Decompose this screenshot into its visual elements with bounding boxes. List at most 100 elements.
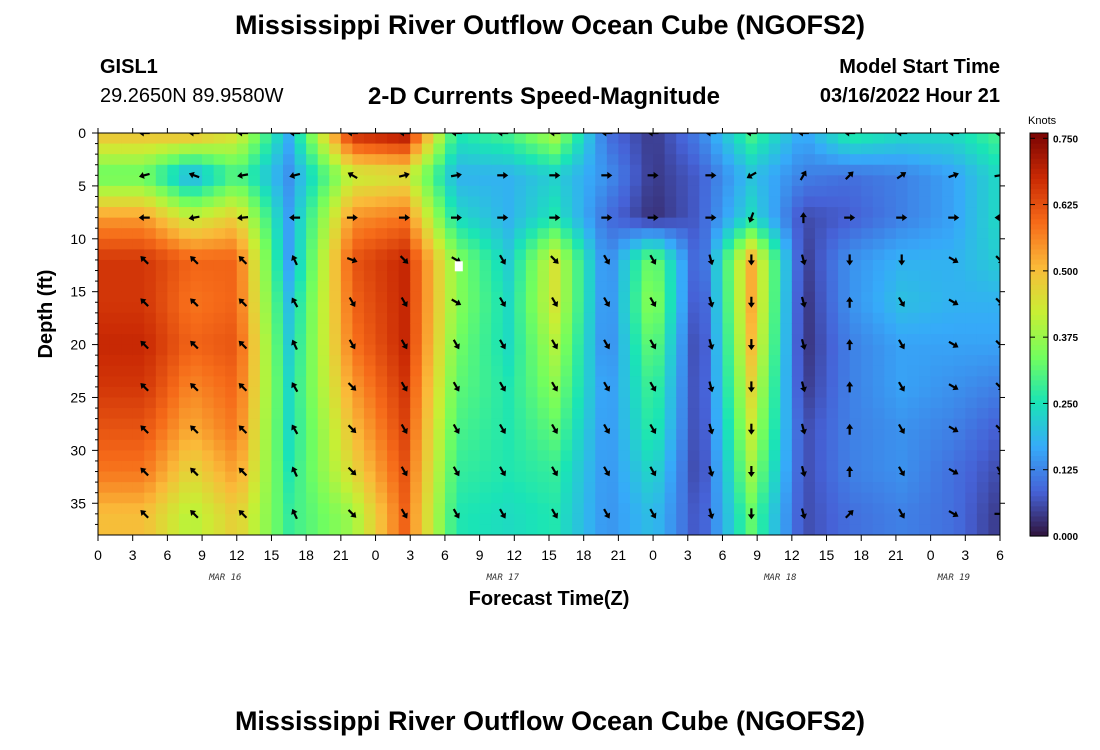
heatmap-cell	[618, 408, 631, 420]
heatmap-cell	[98, 249, 111, 261]
heatmap-cell	[641, 323, 654, 335]
heatmap-cell	[549, 376, 562, 388]
heatmap-cell	[225, 291, 238, 303]
heatmap-cell	[167, 207, 180, 219]
heatmap-cell	[560, 492, 573, 504]
heatmap-cell	[410, 503, 423, 515]
heatmap-cell	[294, 175, 307, 187]
heatmap-cell	[722, 259, 735, 272]
heatmap-cell	[849, 408, 862, 420]
heatmap-cell	[294, 439, 307, 451]
heatmap-cell	[641, 154, 654, 166]
heatmap-cell	[768, 418, 781, 430]
vector-head	[499, 300, 507, 308]
heatmap-cell	[109, 238, 122, 250]
heatmap-cell	[826, 217, 839, 229]
heatmap-cell	[606, 386, 619, 399]
heatmap-cell	[155, 492, 168, 504]
heatmap-cell	[699, 207, 712, 219]
heatmap-cell	[433, 185, 446, 198]
heatmap-cell	[202, 238, 215, 250]
heatmap-cell	[479, 408, 492, 420]
colorbar-swatch	[1030, 299, 1048, 305]
heatmap-cell	[306, 185, 319, 198]
heatmap-cell	[734, 196, 747, 208]
heatmap-cell	[283, 450, 296, 462]
heatmap-cell	[121, 386, 134, 399]
current-vector	[551, 339, 559, 350]
heatmap-cell	[907, 323, 920, 335]
heatmap-cell	[549, 164, 562, 176]
heatmap-cell	[838, 217, 851, 229]
heatmap-cell	[109, 323, 122, 335]
heatmap-cell	[953, 238, 966, 250]
heatmap-cell	[676, 492, 689, 504]
heatmap-cell	[537, 312, 550, 325]
heatmap-cell	[560, 143, 573, 155]
heatmap-cell	[375, 334, 388, 346]
heatmap-cell	[780, 418, 793, 430]
heatmap-cell	[791, 185, 805, 198]
heatmap-cell	[560, 482, 573, 494]
heatmap-cell	[248, 418, 261, 430]
heatmap-cell	[664, 143, 677, 155]
heatmap-cell	[849, 270, 862, 282]
heatmap-cell	[190, 249, 203, 261]
heatmap-cell	[676, 408, 689, 420]
current-vector	[800, 296, 807, 308]
vector-head	[999, 171, 1000, 173]
heatmap-cell	[387, 154, 400, 166]
heatmap-cell	[629, 133, 643, 145]
heatmap-cell	[340, 492, 354, 504]
heatmap-cell	[155, 143, 168, 155]
heatmap-cell	[583, 439, 596, 451]
colorbar-swatch	[1030, 314, 1048, 320]
heatmap-cell	[583, 270, 596, 282]
heatmap-cell	[595, 270, 608, 282]
heatmap-cell	[814, 429, 828, 441]
heatmap-cell	[814, 503, 828, 515]
heatmap-cell	[549, 513, 562, 526]
heatmap-cell	[98, 524, 111, 535]
heatmap-cell	[155, 482, 168, 494]
current-vector	[601, 133, 613, 137]
heatmap-cell	[340, 365, 354, 377]
heatmap-cell	[433, 365, 446, 377]
heatmap-cell	[826, 513, 839, 526]
heatmap-cell	[930, 238, 943, 250]
heatmap-cell	[595, 238, 608, 250]
heatmap-cell	[236, 513, 249, 526]
vector-head	[800, 170, 807, 177]
heatmap-cell	[988, 259, 1000, 272]
vector-head	[650, 512, 657, 519]
heatmap-cell	[248, 133, 261, 145]
heatmap-cell	[826, 228, 839, 240]
heatmap-cell	[953, 259, 966, 272]
heatmap-cell	[306, 334, 319, 346]
heatmap-cell	[572, 291, 585, 303]
heatmap-cell	[791, 270, 805, 282]
heatmap-cell	[791, 196, 805, 208]
heatmap-cell	[780, 344, 793, 356]
heatmap-cell	[664, 355, 677, 367]
heatmap-cell	[213, 460, 226, 473]
heatmap-cell	[363, 175, 377, 187]
heatmap-cell	[653, 355, 666, 367]
heatmap-cell	[768, 408, 781, 420]
heatmap-cell	[317, 143, 330, 155]
heatmap-cell	[456, 302, 469, 314]
heatmap-cell	[410, 154, 423, 166]
current-vector	[948, 340, 959, 348]
heatmap-cell	[456, 323, 469, 335]
colorbar-swatch	[1030, 183, 1048, 190]
heatmap-cell	[387, 513, 400, 526]
heatmap-cell	[572, 429, 585, 441]
heatmap-cell	[190, 323, 203, 335]
heatmap-cell	[340, 154, 354, 166]
heatmap-cell	[572, 164, 585, 176]
colorbar-swatch	[1030, 133, 1048, 139]
x-tick-label: 6	[441, 547, 449, 563]
heatmap-cell	[178, 376, 192, 388]
heatmap-cell	[109, 524, 122, 535]
heatmap-cell	[132, 323, 145, 335]
